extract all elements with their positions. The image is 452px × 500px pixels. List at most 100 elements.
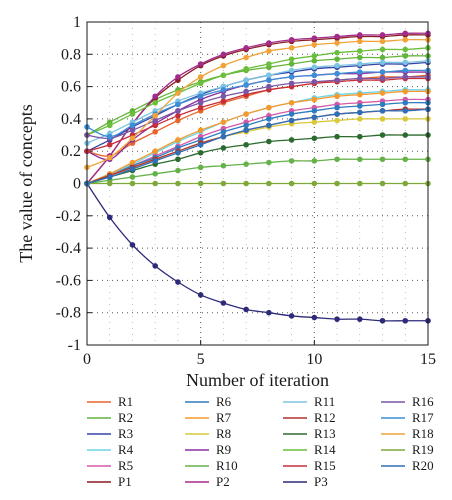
data-point [220, 93, 227, 100]
series-line [86, 98, 429, 185]
legend-label: R19 [412, 442, 434, 457]
data-point [379, 116, 386, 122]
data-point [357, 75, 363, 82]
data-point [243, 82, 249, 88]
y-axis-title: The value of concepts [16, 104, 36, 262]
data-point [129, 127, 136, 134]
data-point [243, 122, 249, 129]
series-line [86, 47, 429, 136]
data-point [220, 98, 227, 104]
x-tick-label: 10 [306, 351, 322, 368]
series-r10 [84, 156, 431, 187]
data-point [288, 158, 295, 164]
data-point [311, 119, 318, 125]
legend-item-r2: R2 [87, 410, 133, 425]
data-point [106, 180, 113, 187]
data-point [243, 77, 249, 83]
data-point [106, 122, 113, 129]
data-point [129, 166, 136, 172]
data-point [379, 90, 386, 96]
data-point [106, 174, 113, 180]
legend-item-r8: R8 [185, 426, 231, 441]
data-point [402, 132, 409, 138]
legend-item-p2: P2 [185, 474, 230, 489]
data-point [357, 38, 363, 45]
data-point [379, 38, 386, 45]
series-line [86, 90, 429, 185]
data-point [197, 292, 204, 298]
data-point [334, 180, 340, 187]
data-point [220, 180, 227, 187]
data-point [220, 119, 227, 125]
series-line [86, 158, 428, 185]
legend-label: R17 [412, 410, 434, 425]
data-point [106, 133, 113, 140]
data-point [220, 162, 227, 169]
data-point [197, 80, 204, 87]
data-point [266, 40, 272, 46]
data-point [379, 132, 386, 138]
legend-item-r4: R4 [87, 442, 134, 457]
data-point [106, 141, 113, 148]
data-point [197, 104, 204, 111]
legend-item-r20: R20 [381, 458, 434, 473]
data-point [357, 32, 363, 38]
series-r15 [84, 75, 431, 154]
data-point [220, 51, 227, 58]
data-point [175, 137, 181, 143]
data-point [311, 57, 318, 64]
data-point [243, 88, 249, 95]
x-tick-label: 0 [83, 351, 91, 368]
legend-item-r9: R9 [185, 442, 231, 457]
data-point [175, 101, 181, 108]
axes [86, 21, 429, 346]
legend-item-r16: R16 [381, 394, 434, 409]
legend-item-r17: R17 [381, 410, 434, 425]
data-point [288, 56, 295, 62]
data-point [379, 46, 386, 53]
legend-label: R11 [314, 394, 335, 409]
data-point [197, 150, 204, 156]
plot-frame [86, 21, 429, 346]
data-point [334, 156, 340, 163]
data-point [197, 61, 204, 67]
data-point [402, 59, 409, 66]
legend-item-r11: R11 [283, 394, 335, 409]
legend-label: R20 [412, 458, 434, 473]
data-point [220, 300, 227, 306]
tick-labels: 0 5 10 15 -1 -0.8 -0.6 -0.4 -0.2 0 0.2 0.4 0.6 0.8 1 [56, 14, 436, 368]
data-point [106, 214, 113, 221]
data-point [357, 180, 363, 187]
legend-label: R4 [118, 442, 134, 457]
series-line [86, 76, 429, 140]
data-point [379, 101, 386, 108]
data-point [357, 109, 363, 116]
data-point [266, 83, 272, 90]
series-line [86, 61, 429, 152]
legend-item-r1: R1 [87, 394, 133, 409]
data-point [288, 313, 295, 319]
legend-item-r6: R6 [185, 394, 232, 409]
data-point [288, 117, 295, 124]
data-point [266, 122, 272, 129]
data-point [334, 56, 340, 62]
series-r20 [84, 106, 431, 187]
legend-label: R3 [118, 426, 133, 441]
data-point [402, 317, 409, 324]
data-point [311, 78, 318, 85]
legend-item-r12: R12 [283, 410, 336, 425]
data-point [243, 180, 249, 187]
legend-label: P2 [216, 474, 230, 489]
data-point [197, 164, 204, 171]
legend-label: R10 [216, 458, 238, 473]
y-tick-label: 0.8 [61, 46, 81, 63]
data-point [379, 180, 386, 187]
data-point [243, 161, 249, 167]
data-point [197, 99, 204, 106]
legend-item-r10: R10 [185, 458, 238, 473]
data-point [220, 87, 227, 93]
data-point [266, 180, 272, 187]
x-tick-label: 15 [420, 351, 436, 368]
series-p3 [84, 180, 431, 324]
series-r17 [84, 67, 431, 140]
